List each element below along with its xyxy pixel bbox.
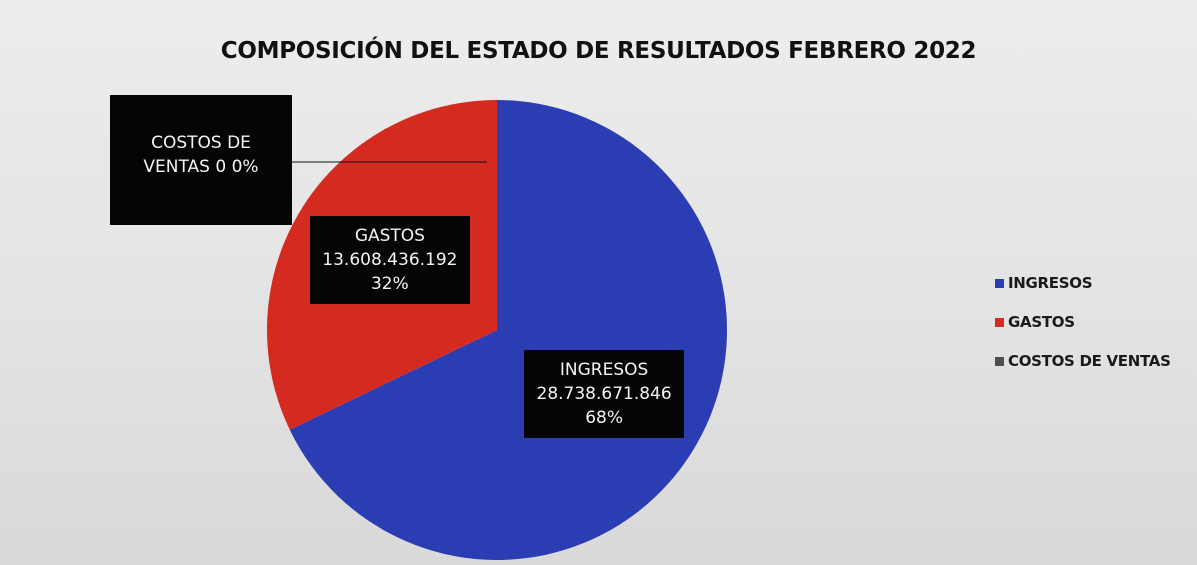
label-value: 28.738.671.846 [536, 384, 672, 405]
label-percent: 68% [585, 408, 623, 429]
legend-label: INGRESOS [1008, 274, 1093, 292]
data-label: GASTOS 13.608.436.192 32% [309, 215, 470, 304]
data-label: INGRESOS 28.738.671.846 68% [524, 350, 685, 439]
legend-item: COSTOS DE VENTAS [995, 352, 1171, 370]
data-label: COSTOS DE VENTAS 0 0% [110, 95, 292, 225]
legend-swatch [995, 278, 1004, 288]
legend-swatch [995, 317, 1004, 327]
label-category: INGRESOS [559, 360, 649, 381]
label-value: 13.608.436.192 [322, 249, 458, 270]
chart-title: COMPOSICIÓN DEL ESTADO DE RESULTADOS FEB… [220, 38, 977, 64]
pie-slice [289, 100, 727, 561]
label-category: GASTOS [354, 225, 425, 246]
label-percent: 0% [231, 157, 259, 177]
legend-item: GASTOS [995, 313, 1075, 331]
label-category: COSTOS DE VENTAS [143, 133, 251, 177]
label-percent: 32% [370, 273, 409, 294]
legend-swatch [995, 356, 1004, 366]
legend-item: INGRESOS [995, 274, 1093, 292]
legend-label: COSTOS DE VENTAS [1008, 352, 1171, 370]
label-value: 0 [215, 157, 227, 177]
legend-label: GASTOS [1008, 313, 1075, 331]
